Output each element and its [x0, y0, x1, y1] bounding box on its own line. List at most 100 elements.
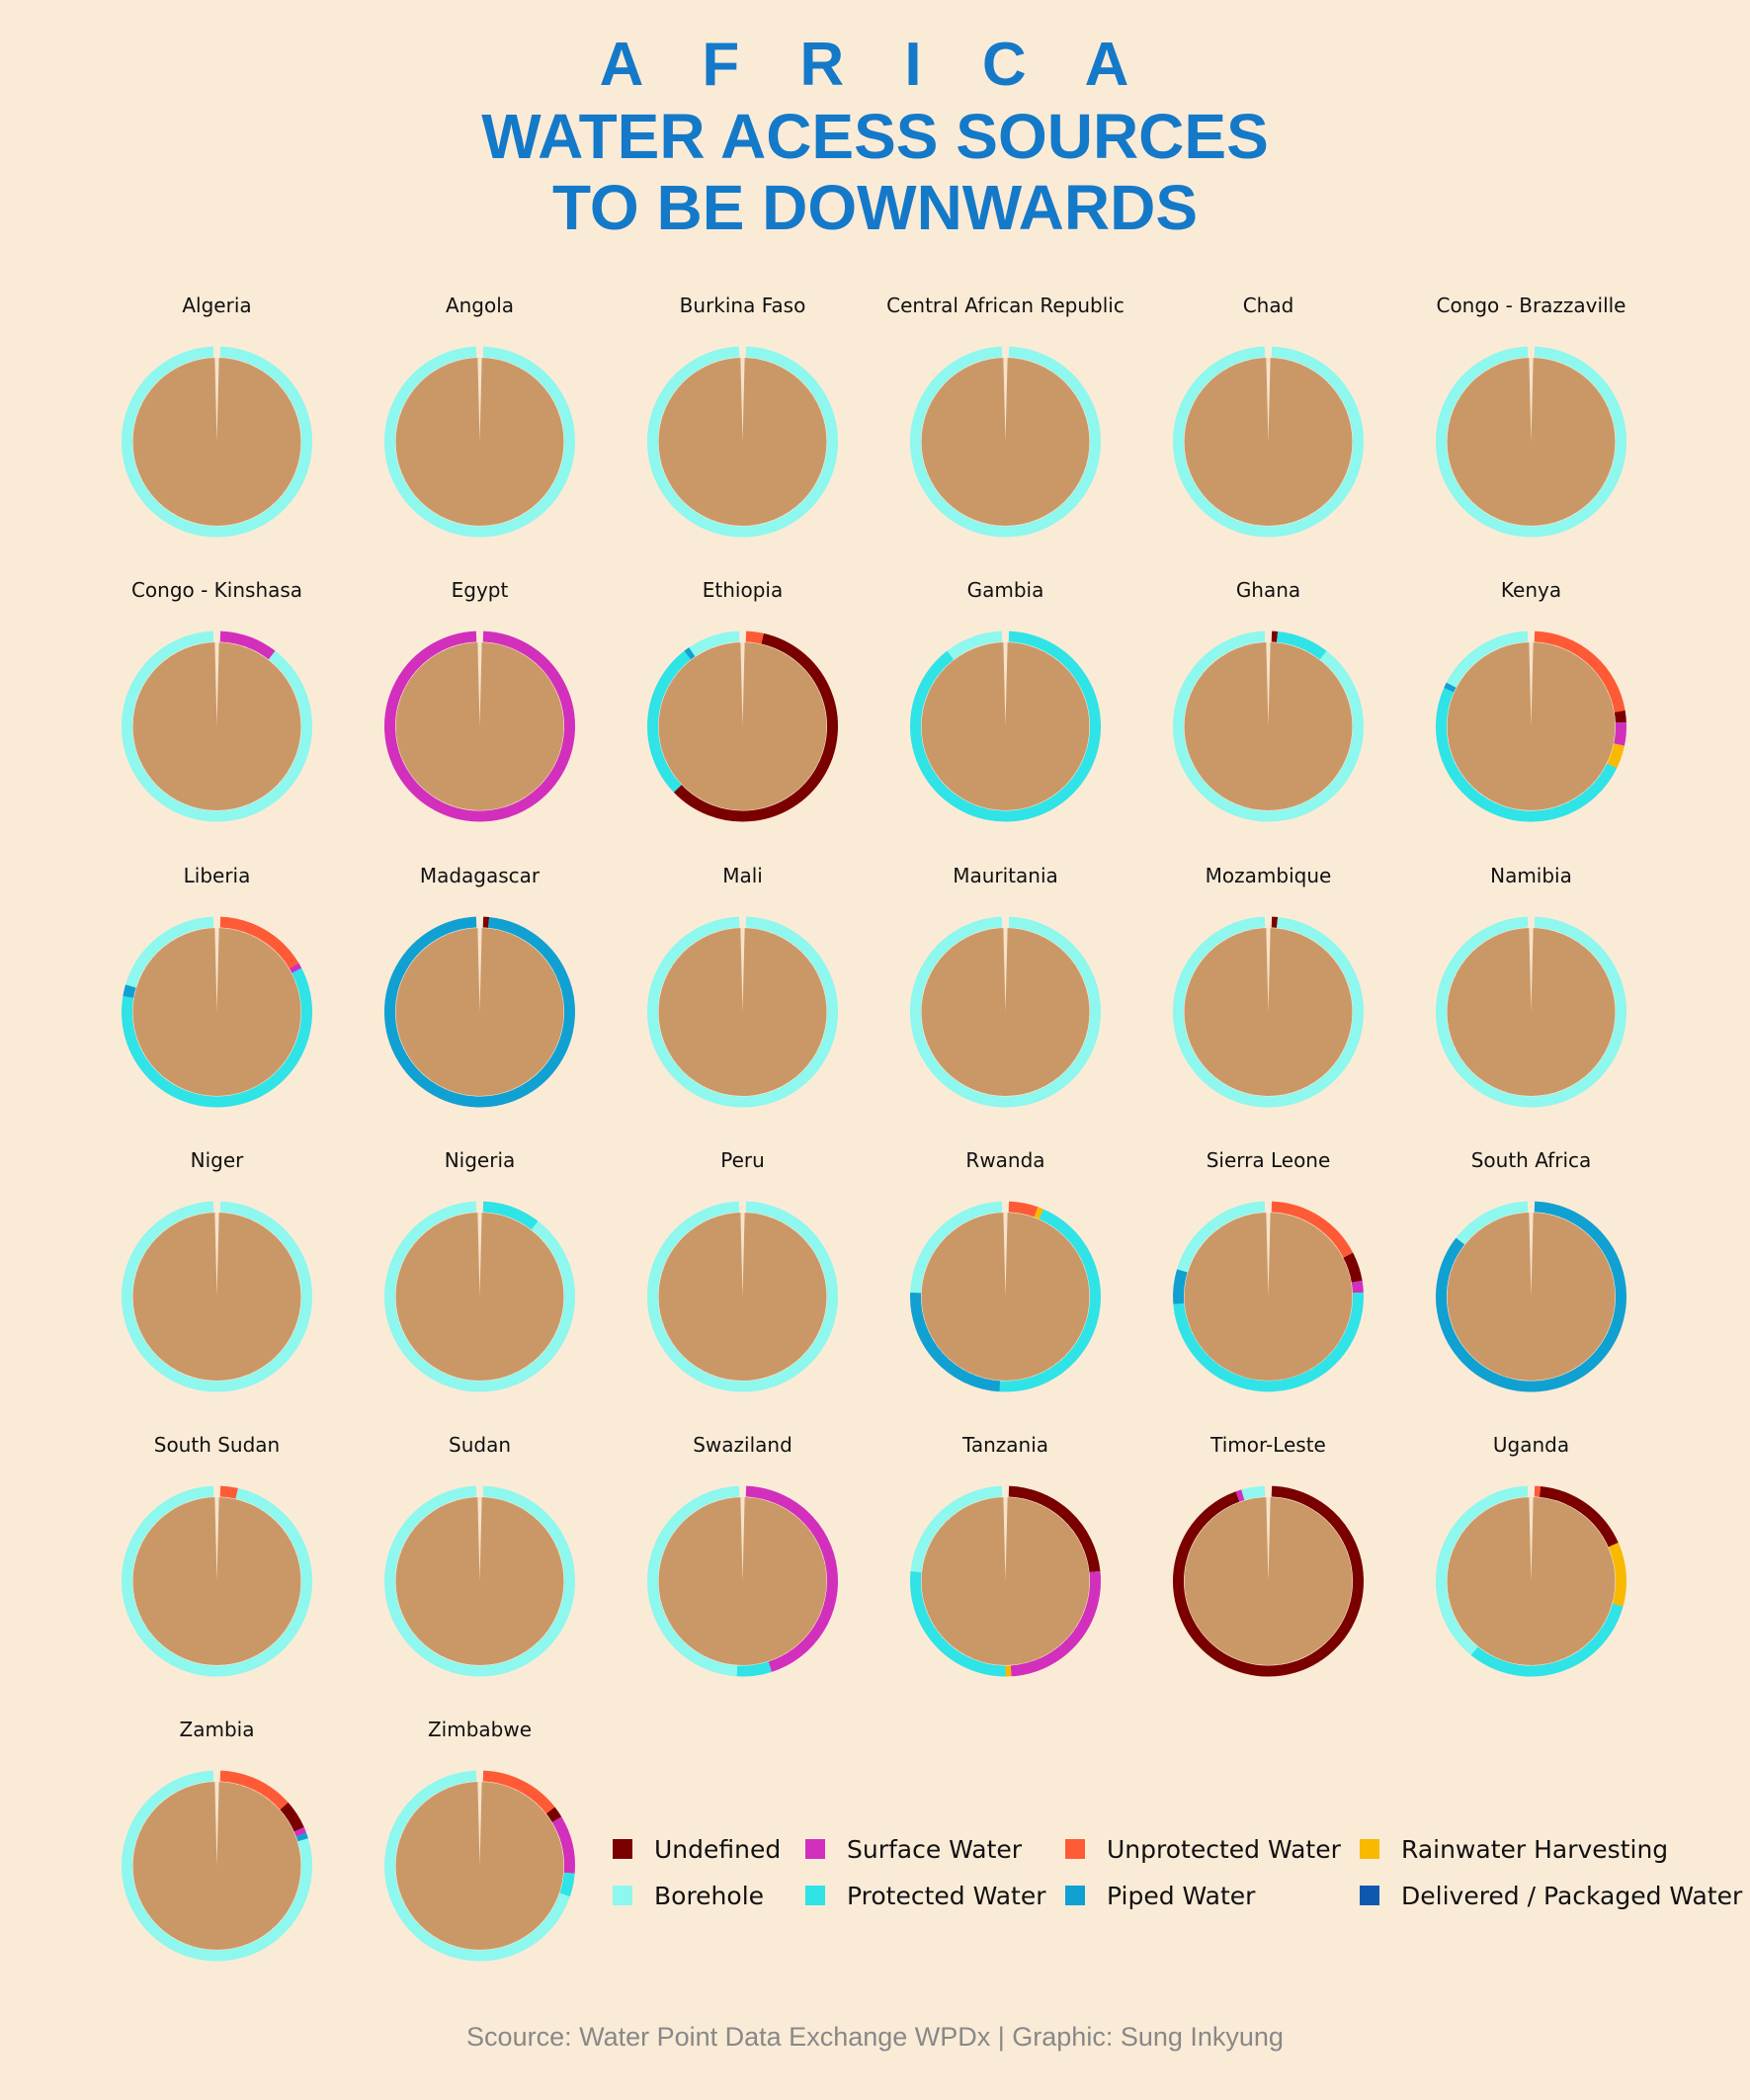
- segment-rainwater-harvesting: [1034, 1207, 1043, 1219]
- country-label: Peru: [720, 1148, 765, 1172]
- donut-wedge: [740, 928, 745, 1012]
- title-line-3: TO BE DOWNWARDS: [551, 172, 1199, 243]
- legend-swatch: [613, 1839, 632, 1859]
- country-label: Mozambique: [1206, 864, 1332, 887]
- country-label: Kenya: [1501, 578, 1561, 602]
- legend-label: Protected Water: [847, 1882, 1046, 1910]
- donut-wedge: [1003, 928, 1008, 1012]
- segment-protected-water: [559, 1872, 575, 1897]
- donut-wedge: [1529, 928, 1534, 1012]
- country-label: Sierra Leone: [1207, 1148, 1331, 1172]
- segment-unprotected-water: [745, 630, 764, 644]
- country-label: Zambia: [180, 1718, 255, 1741]
- donut-burkina-faso: Burkina Faso: [647, 294, 838, 538]
- segment-borehole: [910, 1485, 1003, 1573]
- segment-protected-water: [1435, 688, 1618, 822]
- chart-title: A F R I C A WATER ACESS SOURCES TO BE DO…: [0, 30, 1750, 243]
- segment-borehole: [1173, 346, 1364, 538]
- donut-wedge: [214, 1213, 219, 1297]
- segment-protected-water: [647, 650, 692, 793]
- segment-rainwater-harvesting: [1608, 1543, 1626, 1607]
- donut-chad: Chad: [1173, 294, 1364, 538]
- legend-swatch: [1065, 1839, 1085, 1859]
- donut-wedge: [477, 358, 482, 442]
- segment-borehole: [647, 1485, 740, 1677]
- donut-wedge: [1266, 928, 1271, 1012]
- segment-piped-water: [1444, 682, 1457, 693]
- segment-borehole: [1241, 1485, 1266, 1501]
- segment-protected-water: [122, 967, 312, 1108]
- segment-surface-water: [293, 1827, 307, 1837]
- donut-congo-kinshasa: Congo - Kinshasa: [122, 578, 312, 822]
- segment-borehole: [647, 1201, 838, 1392]
- segment-borehole: [910, 346, 1101, 538]
- donut-wedge: [1529, 358, 1534, 442]
- segment-piped-water: [123, 984, 136, 998]
- segment-borehole: [122, 346, 312, 538]
- donut-south-africa: South Africa: [1436, 1148, 1626, 1392]
- segment-borehole: [384, 346, 575, 538]
- legend-item-unprotected-water: Unprotected Water: [1065, 1835, 1342, 1864]
- segment-borehole: [689, 630, 740, 657]
- segment-undefined: [1173, 1485, 1364, 1677]
- donut-wedge: [1266, 642, 1271, 726]
- segment-surface-water: [1614, 721, 1626, 746]
- segment-borehole: [384, 1485, 575, 1677]
- donut-wedge: [477, 642, 482, 726]
- donut-niger: Niger: [122, 1148, 312, 1392]
- legend-label: Piped Water: [1107, 1882, 1256, 1910]
- legend-item-piped-water: Piped Water: [1065, 1882, 1256, 1910]
- segment-unprotected-water: [1008, 1201, 1039, 1218]
- segment-protected-water: [1276, 630, 1327, 660]
- donut-sierra-leone: Sierra Leone: [1173, 1148, 1364, 1392]
- segment-borehole: [1436, 346, 1626, 538]
- donut-wedge: [740, 1213, 745, 1297]
- segment-unprotected-water: [219, 1485, 238, 1499]
- country-label: Uganda: [1493, 1433, 1569, 1457]
- donut-mauritania: Mauritania: [910, 864, 1101, 1108]
- segment-piped-water: [684, 647, 696, 660]
- segment-borehole: [647, 346, 838, 538]
- segment-rainwater-harvesting: [1607, 743, 1625, 769]
- donut-wedge: [1003, 642, 1008, 726]
- segment-unprotected-water: [1534, 630, 1625, 713]
- source-caption: Scource: Water Point Data Exchange WPDx …: [466, 2022, 1284, 2052]
- donut-rwanda: Rwanda: [910, 1148, 1101, 1392]
- segment-piped-water: [295, 1832, 308, 1842]
- segment-undefined: [1343, 1252, 1363, 1283]
- segment-borehole: [947, 630, 1003, 660]
- donut-peru: Peru: [647, 1148, 838, 1392]
- donut-wedge: [214, 642, 219, 726]
- donut-wedge: [740, 1497, 745, 1581]
- donut-nigeria: Nigeria: [384, 1148, 575, 1392]
- donut-wedge: [1266, 1497, 1271, 1581]
- legend-label: Borehole: [654, 1882, 764, 1910]
- legend-item-delivered-packaged-water: Delivered / Packaged Water: [1360, 1882, 1743, 1910]
- donut-wedge: [1529, 642, 1534, 726]
- donut-zimbabwe: Zimbabwe: [384, 1718, 575, 1962]
- donut-congo-brazzaville: Congo - Brazzaville: [1436, 294, 1626, 538]
- segment-unprotected-water: [1271, 1201, 1354, 1258]
- country-label: Mali: [722, 864, 763, 887]
- segment-undefined: [1614, 710, 1626, 723]
- segment-borehole: [122, 1485, 312, 1677]
- donut-mozambique: Mozambique: [1173, 864, 1364, 1108]
- title-line-2: WATER ACESS SOURCES: [481, 101, 1269, 172]
- legend-label: Unprotected Water: [1107, 1835, 1342, 1864]
- donut-swaziland: Swaziland: [647, 1433, 838, 1677]
- donut-central-african-republic: Central African Republic: [886, 294, 1125, 538]
- country-label: Chad: [1243, 294, 1294, 317]
- segment-borehole: [384, 1770, 570, 1962]
- donut-wedge: [214, 928, 219, 1012]
- legend-swatch: [1360, 1839, 1379, 1859]
- segment-surface-water: [219, 630, 276, 660]
- donut-wedge: [214, 358, 219, 442]
- country-label: Burkina Faso: [680, 294, 806, 317]
- donut-south-sudan: South Sudan: [122, 1433, 312, 1677]
- segment-borehole: [647, 916, 838, 1108]
- legend-label: Rainwater Harvesting: [1401, 1835, 1668, 1864]
- segment-protected-water: [999, 1209, 1101, 1392]
- country-label: Congo - Kinshasa: [131, 578, 302, 602]
- legend-item-borehole: Borehole: [613, 1882, 764, 1910]
- segment-undefined: [673, 632, 838, 822]
